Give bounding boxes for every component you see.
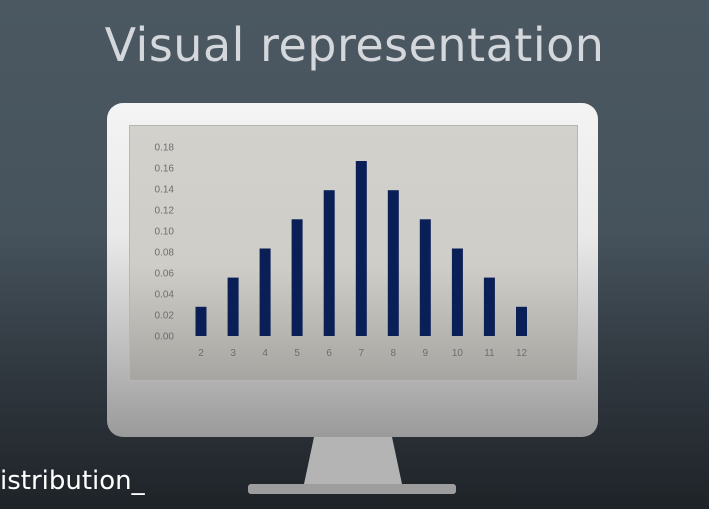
bar-3 — [227, 277, 239, 336]
bar-8 — [387, 190, 399, 336]
bar-7 — [355, 161, 367, 336]
y-axis: 0.00 0.02 0.04 0.06 0.08 0.10 0.12 0.14 0.16 0.18 — [155, 143, 175, 343]
bar-2 — [195, 306, 207, 336]
slide-title: Visual representation — [104, 18, 605, 72]
bars — [195, 161, 527, 336]
y-tick-label: 0.02 — [155, 311, 175, 322]
y-tick-label: 0.10 — [155, 227, 175, 238]
x-tick-label: 12 — [516, 348, 528, 359]
x-tick-label: 9 — [423, 348, 429, 359]
x-tick-label: 4 — [262, 348, 268, 359]
bar-4 — [259, 248, 271, 336]
caption-text: istribution_ — [0, 466, 145, 496]
y-tick-label: 0.18 — [155, 143, 175, 154]
bar-5 — [291, 219, 303, 336]
bar-6 — [323, 190, 335, 336]
y-tick-label: 0.04 — [155, 290, 175, 301]
monitor-screen — [129, 125, 578, 381]
x-tick-label: 10 — [452, 348, 464, 359]
x-tick-label: 2 — [198, 348, 204, 359]
bar-12 — [516, 306, 527, 336]
y-tick-label: 0.12 — [155, 206, 175, 217]
y-tick-label: 0.08 — [155, 248, 175, 259]
bar-10 — [451, 248, 463, 336]
x-tick-label: 8 — [391, 348, 397, 359]
bar-9 — [419, 219, 431, 336]
x-tick-label: 7 — [359, 348, 365, 359]
y-tick-label: 0.06 — [155, 269, 175, 280]
x-tick-label: 3 — [230, 348, 236, 359]
y-tick-label: 0.00 — [155, 332, 175, 343]
x-tick-label: 11 — [484, 348, 495, 359]
x-axis: 2 3 4 5 6 7 8 9 10 11 12 — [198, 348, 527, 359]
y-tick-label: 0.14 — [155, 185, 175, 196]
bar-11 — [483, 277, 495, 336]
x-tick-label: 5 — [294, 348, 300, 359]
x-tick-label: 6 — [326, 348, 332, 359]
y-tick-label: 0.16 — [155, 164, 175, 175]
